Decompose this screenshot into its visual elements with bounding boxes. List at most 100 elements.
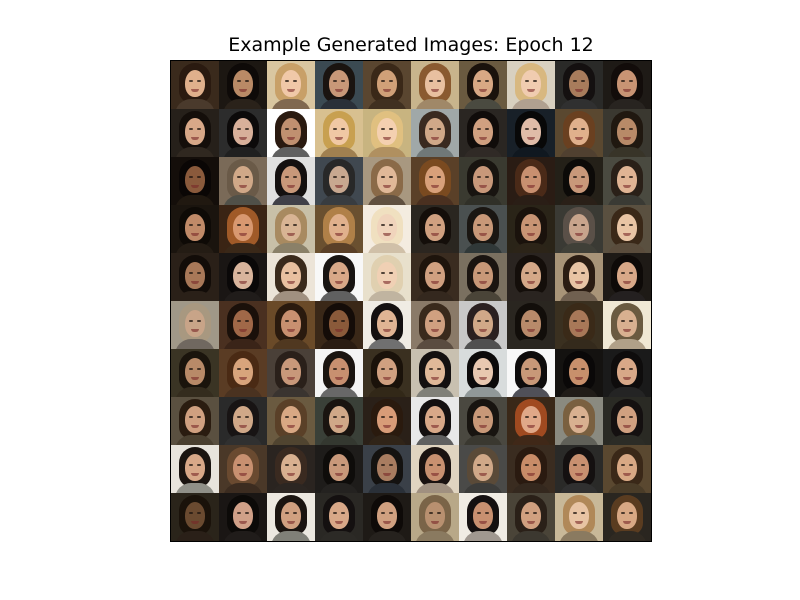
generated-face-tile <box>411 109 459 157</box>
generated-face-tile <box>315 157 363 205</box>
tile-left-eye <box>477 368 481 370</box>
tile-face <box>569 454 589 481</box>
tile-shoulders <box>415 99 455 109</box>
tile-right-eye <box>485 512 489 514</box>
tile-shoulders <box>175 435 215 445</box>
tile-right-eye <box>293 272 297 274</box>
generated-face-tile <box>171 61 219 109</box>
figure-title: Example Generated Images: Epoch 12 <box>228 34 594 56</box>
generated-face-tile <box>315 205 363 253</box>
tile-shoulders <box>175 99 215 109</box>
tile-face <box>617 502 637 529</box>
tile-shoulders <box>271 243 311 253</box>
tile-shoulders <box>415 195 455 205</box>
tile-mouth <box>575 137 583 140</box>
tile-face <box>473 214 493 241</box>
tile-right-eye <box>197 464 201 466</box>
tile-shoulders <box>223 483 263 493</box>
tile-shoulders <box>607 291 647 301</box>
tile-shoulders <box>415 387 455 397</box>
tile-mouth <box>479 377 487 380</box>
tile-face <box>233 310 253 337</box>
generated-face-tile <box>363 253 411 301</box>
tile-shoulders <box>559 435 599 445</box>
tile-face <box>281 70 301 97</box>
tile-face <box>281 262 301 289</box>
tile-left-eye <box>189 512 193 514</box>
tile-shoulders <box>607 483 647 493</box>
tile-left-eye <box>189 464 193 466</box>
tile-left-eye <box>573 464 577 466</box>
tile-shoulders <box>223 147 263 157</box>
tile-left-eye <box>333 272 337 274</box>
tile-face <box>425 118 445 145</box>
generated-face-tile <box>459 61 507 109</box>
tile-left-eye <box>237 128 241 130</box>
tile-face <box>281 166 301 193</box>
tile-mouth <box>191 137 199 140</box>
tile-mouth <box>191 473 199 476</box>
generated-face-tile <box>267 349 315 397</box>
generated-face-tile <box>411 493 459 541</box>
tile-right-eye <box>581 80 585 82</box>
tile-face <box>617 70 637 97</box>
tile-mouth <box>335 137 343 140</box>
generated-face-tile <box>219 301 267 349</box>
tile-left-eye <box>621 272 625 274</box>
tile-right-eye <box>533 416 537 418</box>
tile-right-eye <box>197 320 201 322</box>
tile-mouth <box>287 521 295 524</box>
tile-face <box>425 406 445 433</box>
tile-face <box>233 70 253 97</box>
tile-right-eye <box>341 512 345 514</box>
tile-left-eye <box>621 512 625 514</box>
tile-left-eye <box>381 272 385 274</box>
tile-shoulders <box>367 195 407 205</box>
tile-shoulders <box>223 243 263 253</box>
tile-face <box>425 310 445 337</box>
tile-face <box>617 166 637 193</box>
tile-shoulders <box>463 387 503 397</box>
generated-face-tile <box>603 157 651 205</box>
generated-face-tile <box>363 61 411 109</box>
tile-right-eye <box>485 368 489 370</box>
tile-mouth <box>623 521 631 524</box>
tile-shoulders <box>271 99 311 109</box>
tile-left-eye <box>525 512 529 514</box>
generated-face-tile <box>315 397 363 445</box>
tile-right-eye <box>581 128 585 130</box>
tile-shoulders <box>559 99 599 109</box>
tile-left-eye <box>573 320 577 322</box>
tile-shoulders <box>415 435 455 445</box>
tile-mouth <box>287 377 295 380</box>
tile-face <box>521 406 541 433</box>
generated-face-tile <box>363 445 411 493</box>
tile-mouth <box>191 329 199 332</box>
tile-left-eye <box>189 368 193 370</box>
tile-right-eye <box>485 128 489 130</box>
tile-mouth <box>431 185 439 188</box>
generated-face-tile <box>459 445 507 493</box>
tile-left-eye <box>333 80 337 82</box>
generated-face-tile <box>555 301 603 349</box>
tile-face <box>617 406 637 433</box>
tile-right-eye <box>533 80 537 82</box>
tile-shoulders <box>463 483 503 493</box>
generated-face-tile <box>363 157 411 205</box>
tile-face <box>377 502 397 529</box>
tile-mouth <box>431 233 439 236</box>
tile-mouth <box>335 185 343 188</box>
generated-face-tile <box>363 109 411 157</box>
tile-right-eye <box>533 320 537 322</box>
tile-left-eye <box>189 128 193 130</box>
tile-face <box>377 454 397 481</box>
tile-mouth <box>239 89 247 92</box>
tile-face <box>281 118 301 145</box>
generated-face-tile <box>267 253 315 301</box>
generated-face-tile <box>363 493 411 541</box>
tile-right-eye <box>533 368 537 370</box>
tile-shoulders <box>271 387 311 397</box>
tile-left-eye <box>333 464 337 466</box>
tile-face <box>617 310 637 337</box>
tile-shoulders <box>271 147 311 157</box>
